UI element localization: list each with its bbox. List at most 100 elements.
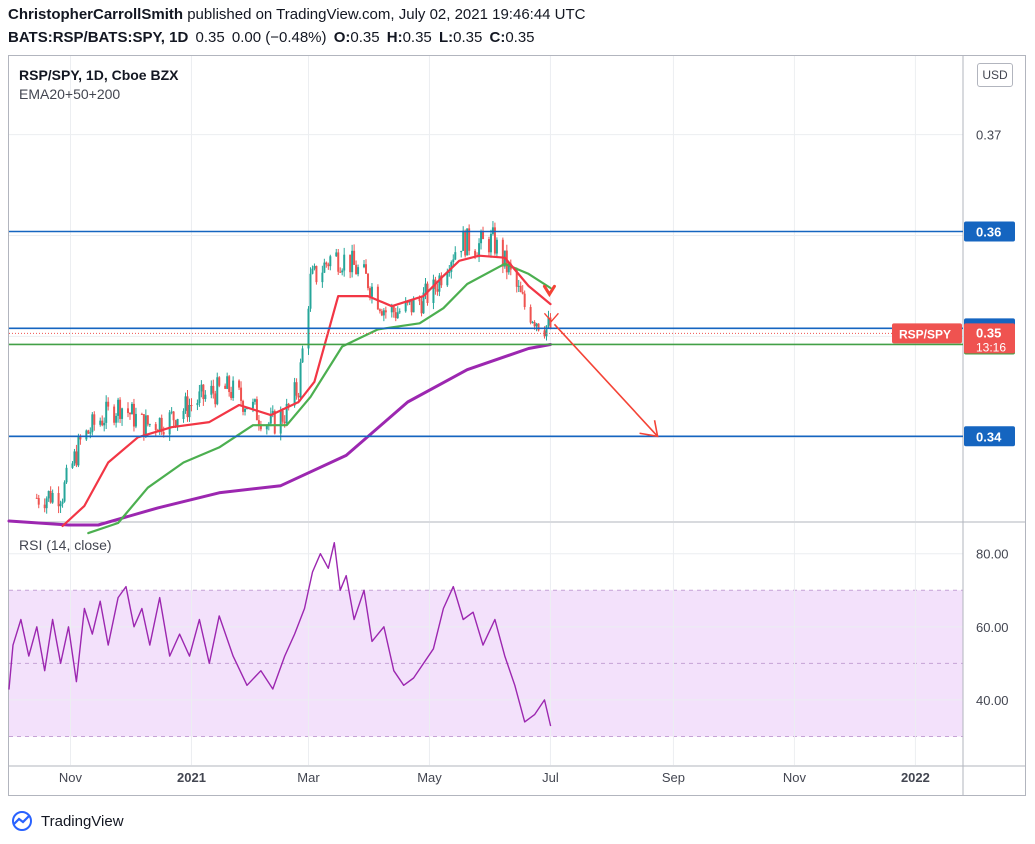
level-price-tag-label: 0.34 bbox=[976, 429, 1002, 444]
candle-body bbox=[452, 259, 455, 263]
candle-body bbox=[101, 420, 104, 426]
candle-body bbox=[162, 432, 165, 435]
candle-body bbox=[279, 410, 282, 434]
candle-body bbox=[127, 408, 130, 413]
candle-body bbox=[119, 399, 122, 419]
currency-button[interactable]: USD bbox=[977, 63, 1013, 87]
legend-title[interactable]: RSP/SPY, 1D, Cboe BZX bbox=[19, 67, 179, 83]
candle-body bbox=[378, 309, 381, 312]
candle-body bbox=[370, 286, 373, 297]
tradingview-brand[interactable]: TradingView bbox=[41, 812, 124, 830]
legend-indicator[interactable]: EMA20+50+200 bbox=[19, 86, 121, 102]
candle-body bbox=[351, 250, 354, 273]
time-axis-label: 2022 bbox=[901, 770, 930, 785]
candle-body bbox=[523, 293, 526, 308]
bar-countdown: 13:16 bbox=[976, 340, 1006, 354]
candle-body bbox=[515, 269, 518, 287]
candle-body bbox=[212, 385, 215, 394]
candle-body bbox=[543, 330, 546, 337]
published-text: published on TradingView.com, July 02, 2… bbox=[187, 6, 586, 23]
candle-body bbox=[380, 311, 383, 316]
last-price-tag bbox=[964, 323, 1015, 354]
candle-body bbox=[295, 382, 298, 396]
time-axis-label: May bbox=[417, 770, 442, 785]
candle-body bbox=[384, 310, 387, 313]
candle-body bbox=[343, 254, 346, 271]
candle-body bbox=[309, 273, 312, 309]
time-axis-label: Nov bbox=[783, 770, 807, 785]
candle-body bbox=[412, 298, 415, 313]
candle-body bbox=[404, 302, 407, 312]
candle-body bbox=[251, 401, 254, 409]
candle-body bbox=[121, 408, 124, 419]
candle-body bbox=[487, 239, 490, 253]
candle-body bbox=[368, 288, 371, 297]
candle-body bbox=[521, 292, 524, 294]
candle-body bbox=[45, 498, 48, 509]
candle-body bbox=[232, 380, 235, 399]
projection-arrow-line bbox=[553, 323, 659, 437]
candle-body bbox=[474, 250, 477, 256]
candle-body bbox=[87, 430, 90, 434]
candle-body bbox=[63, 482, 66, 502]
candle-body bbox=[148, 424, 151, 426]
candle-body bbox=[321, 272, 324, 283]
candle-body bbox=[204, 394, 207, 400]
candle-body bbox=[493, 227, 496, 254]
candle-body bbox=[226, 376, 229, 389]
candle-body bbox=[537, 323, 540, 331]
price-axis-label: 0.37 bbox=[976, 128, 1001, 143]
rsi-legend[interactable]: RSI (14, close) bbox=[19, 537, 112, 553]
candle-body bbox=[168, 412, 171, 435]
candle-body bbox=[259, 424, 262, 430]
candle-body bbox=[182, 410, 185, 420]
high-label: H: bbox=[386, 29, 403, 46]
candle-body bbox=[196, 403, 199, 406]
high-value: 0.35 bbox=[402, 29, 432, 46]
candle-body bbox=[299, 362, 302, 398]
candle-body bbox=[489, 233, 492, 253]
candle-body bbox=[323, 262, 326, 273]
last-price: 0.35 bbox=[195, 29, 225, 46]
ema50-line bbox=[87, 262, 552, 535]
symbol-name-tag-label: RSP/SPY bbox=[899, 327, 951, 341]
level-price-tag bbox=[964, 221, 1015, 242]
cross-marker bbox=[543, 312, 559, 323]
rsi-axis-label: 60.00 bbox=[976, 620, 1009, 635]
candle-body bbox=[172, 411, 175, 421]
candle-body bbox=[218, 377, 221, 386]
candle-body bbox=[265, 425, 268, 430]
main-legend: RSP/SPY, 1D, Cboe BZX EMA20+50+200 bbox=[19, 67, 178, 102]
author-name[interactable]: ChristopherCarrollSmith bbox=[8, 6, 184, 23]
candle-body bbox=[200, 384, 203, 392]
candle-body bbox=[281, 410, 284, 422]
candle-body bbox=[170, 411, 173, 413]
candle-body bbox=[422, 292, 425, 314]
candle-body bbox=[51, 492, 54, 503]
rsi-line bbox=[8, 542, 552, 727]
candle-body bbox=[132, 403, 135, 427]
candle-body bbox=[507, 263, 510, 273]
candle-body bbox=[244, 408, 247, 412]
candle-body bbox=[107, 401, 110, 407]
candle-body bbox=[315, 265, 318, 283]
candle-body bbox=[482, 231, 485, 240]
candle-body bbox=[460, 250, 463, 253]
candle-body bbox=[339, 271, 342, 273]
candle-body bbox=[146, 415, 149, 425]
candle-body bbox=[287, 403, 290, 406]
ema200-line bbox=[7, 343, 552, 527]
candle-body bbox=[432, 279, 435, 304]
candle-body bbox=[365, 264, 368, 274]
candle-body bbox=[519, 285, 522, 293]
candle-body bbox=[480, 231, 483, 244]
candle-body bbox=[91, 414, 94, 433]
candle-body bbox=[130, 403, 133, 415]
candle-body bbox=[390, 306, 393, 313]
candle-body bbox=[71, 463, 74, 468]
symbol-info-line: BATS:RSP/BATS:SPY, 1D 0.35 0.00 (−0.48%)… bbox=[8, 29, 538, 46]
rsi-axis-label: 80.00 bbox=[976, 547, 1009, 562]
candle-body bbox=[382, 310, 385, 316]
ema20-line bbox=[61, 254, 552, 528]
